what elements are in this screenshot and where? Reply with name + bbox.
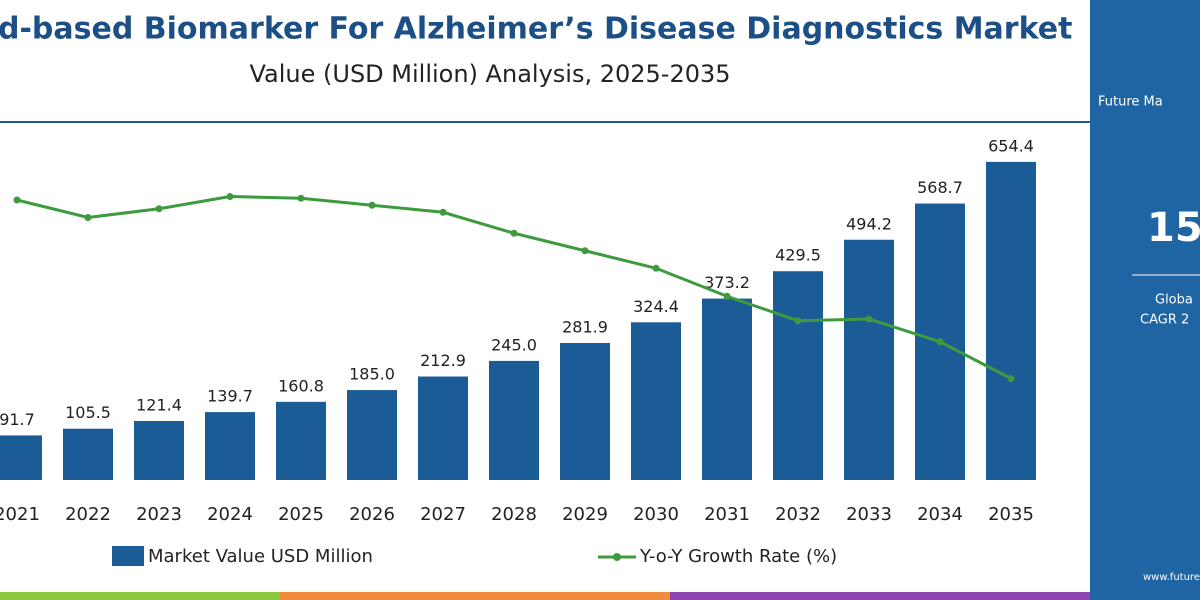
x-tick-label: 2031 xyxy=(704,504,750,525)
x-tick-label: 2025 xyxy=(278,504,324,525)
value-label: 494.2 xyxy=(846,214,892,233)
cagr-value: 15. xyxy=(1147,205,1200,251)
bar xyxy=(631,322,681,480)
growth-point xyxy=(368,201,376,209)
growth-point xyxy=(155,205,163,213)
growth-point xyxy=(936,338,944,346)
bar xyxy=(418,376,468,480)
panel-label: CAGR 2 xyxy=(1140,313,1189,328)
panel-url: www.futurem xyxy=(1143,572,1200,583)
bar xyxy=(702,298,752,480)
x-tick-label: 2026 xyxy=(349,504,395,525)
value-label: 139.7 xyxy=(207,387,253,406)
legend-label: Market Value USD Million xyxy=(148,546,373,567)
x-tick-label: 2034 xyxy=(917,504,963,525)
growth-point xyxy=(652,264,660,272)
value-label: 429.5 xyxy=(775,246,821,265)
growth-point xyxy=(723,292,731,300)
growth-point xyxy=(84,214,92,221)
bar xyxy=(0,435,42,480)
x-tick-label: 2027 xyxy=(420,504,466,525)
bar xyxy=(560,342,610,480)
growth-point xyxy=(226,193,234,200)
footer-strip xyxy=(670,592,1090,600)
value-label: 245.0 xyxy=(491,335,537,354)
x-tick-label: 2033 xyxy=(846,504,892,525)
legend-swatch xyxy=(613,553,621,561)
legend-swatch xyxy=(112,546,144,566)
x-tick-label: 2035 xyxy=(988,504,1034,525)
value-label: 212.9 xyxy=(420,351,466,370)
value-label: 281.9 xyxy=(562,317,608,336)
panel-label: Globa xyxy=(1155,293,1193,308)
bar xyxy=(347,390,397,480)
brand: Future Ma xyxy=(1098,95,1163,110)
bar xyxy=(134,420,184,480)
x-tick-label: 2030 xyxy=(633,504,679,525)
x-tick-label: 2028 xyxy=(491,504,537,525)
x-tick-label: 2022 xyxy=(65,504,111,525)
footer-strip xyxy=(280,592,670,600)
bar xyxy=(489,360,539,480)
x-tick-label: 2021 xyxy=(0,504,40,525)
value-label: 185.0 xyxy=(349,365,395,384)
growth-point xyxy=(794,317,802,325)
x-tick-label: 2029 xyxy=(562,504,608,525)
chart-title: d-based Biomarker For Alzheimer’s Diseas… xyxy=(0,12,1072,47)
growth-point xyxy=(510,229,518,237)
bar xyxy=(844,239,894,480)
chart-subtitle: Value (USD Million) Analysis, 2025-2035 xyxy=(249,60,730,88)
value-label: 105.5 xyxy=(65,403,111,422)
growth-point xyxy=(865,315,873,323)
growth-point xyxy=(13,196,21,204)
x-tick-label: 2024 xyxy=(207,504,253,525)
bar xyxy=(986,161,1036,480)
value-label: 568.7 xyxy=(917,178,963,197)
side-panel xyxy=(1090,0,1200,600)
bar xyxy=(63,428,113,480)
growth-point xyxy=(439,208,447,216)
value-label: 373.2 xyxy=(704,273,750,292)
value-label: 654.4 xyxy=(988,136,1034,155)
bar xyxy=(205,412,255,480)
growth-point xyxy=(581,247,589,255)
value-label: 160.8 xyxy=(278,376,324,395)
value-label: 121.4 xyxy=(136,395,182,414)
growth-point xyxy=(1007,375,1015,382)
bar xyxy=(773,271,823,480)
legend-label: Y-o-Y Growth Rate (%) xyxy=(639,546,837,567)
growth-point xyxy=(297,194,305,202)
value-label: 91.7 xyxy=(0,410,35,429)
footer-strip xyxy=(0,592,280,600)
x-tick-label: 2023 xyxy=(136,504,182,525)
bar xyxy=(276,401,326,480)
value-label: 324.4 xyxy=(633,297,679,316)
x-tick-label: 2032 xyxy=(775,504,821,525)
